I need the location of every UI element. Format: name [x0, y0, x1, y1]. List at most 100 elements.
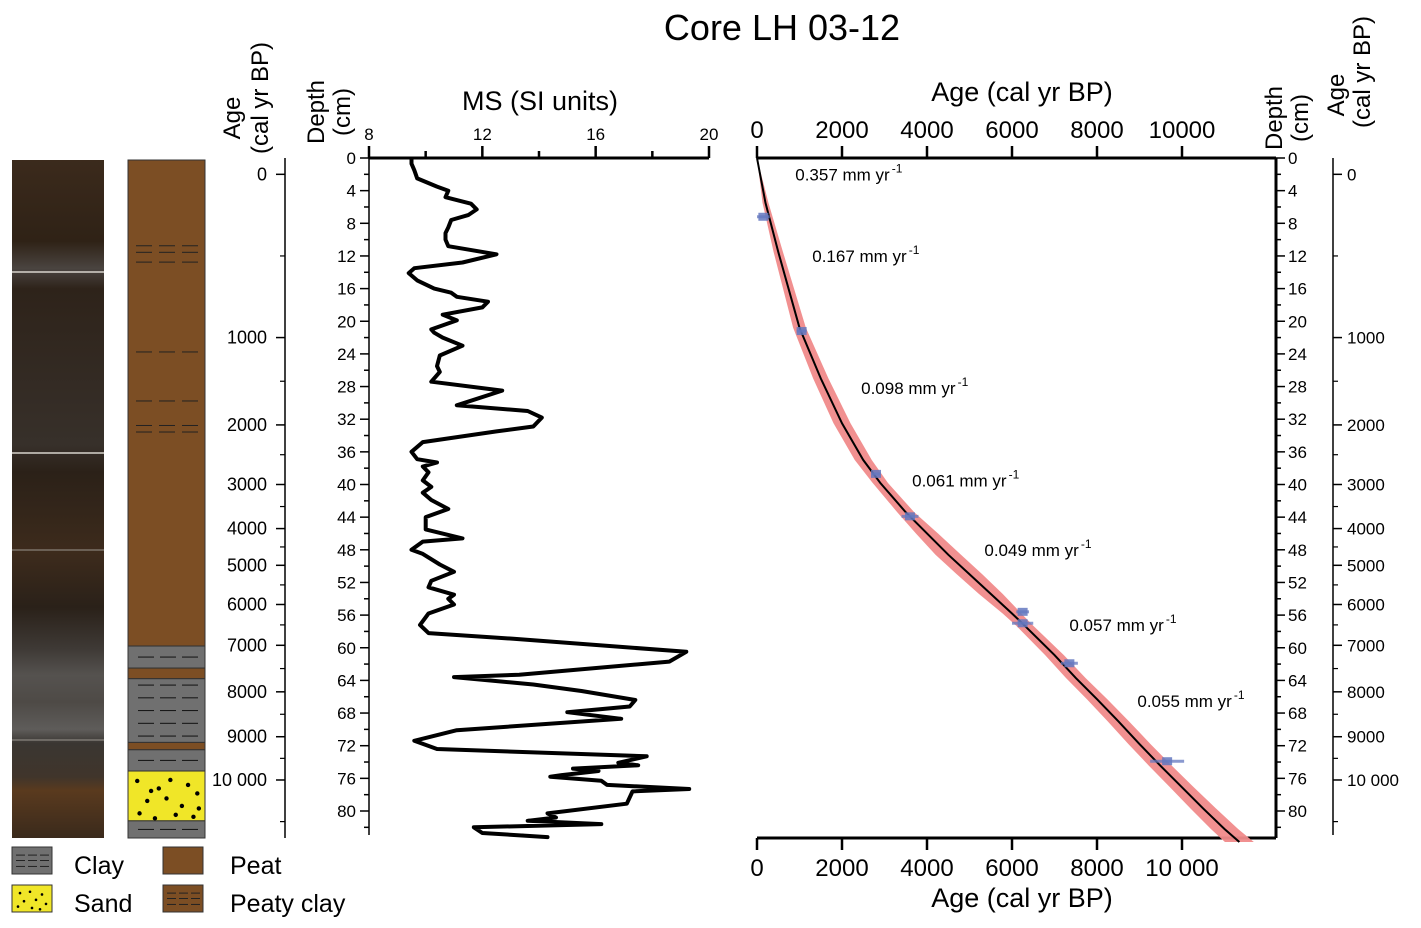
left-age-tick-label: 8000 [227, 682, 267, 702]
ms-depth-tick-label: 80 [337, 802, 356, 821]
age-bottom-tick-label: 6000 [985, 855, 1038, 882]
right-depth-tick-label: 36 [1288, 443, 1307, 462]
ms-depth-axis-label-line1: Depth [303, 80, 330, 144]
lithology-unit-peat [127, 741, 206, 751]
left-age-axis-label-line2: (cal yr BP) [247, 42, 274, 154]
legend-swatch-dot [22, 899, 26, 903]
legend-item-clay: Clay [11, 846, 125, 880]
radiocarbon-date [901, 512, 919, 521]
left-age-tick-label: 1000 [227, 328, 267, 348]
figure-title: Core LH 03-12 [664, 7, 900, 48]
date-marker [1064, 659, 1075, 668]
sand-dot [152, 816, 158, 821]
age-top-tick-label: 0 [750, 117, 763, 144]
ms-depth-tick-label: 72 [337, 737, 356, 756]
date-marker [905, 512, 915, 521]
radiocarbon-date [796, 327, 807, 336]
age-bottom-tick-label: 0 [750, 855, 763, 882]
right-depth-tick-label: 52 [1288, 573, 1307, 592]
legend-swatch [162, 846, 204, 875]
ms-depth-tick-label: 16 [337, 280, 356, 299]
right-depth-tick-label: 64 [1288, 671, 1307, 690]
legend-item-peat: Peat [162, 846, 281, 880]
ms-depth-axis-label-line2: (cm) [329, 88, 356, 136]
legend-item-peaty-clay: Peaty clay [162, 884, 346, 918]
age-top-tick-label: 10000 [1149, 117, 1216, 144]
ms-depth-tick-label: 40 [337, 476, 356, 495]
age-top-tick-label: 8000 [1070, 117, 1123, 144]
left-age-tick-label: 7000 [227, 635, 267, 655]
ms-x-tick-label: 16 [586, 125, 605, 144]
ms-depth-tick-label: 12 [337, 247, 356, 266]
right-depth-tick-label: 76 [1288, 769, 1307, 788]
ms-axis-title: MS (SI units) [462, 86, 618, 116]
ms-depth-tick-label: 8 [347, 214, 356, 233]
right-age-tick-label: 10 000 [1347, 771, 1399, 790]
ms-depth-tick-label: 52 [337, 573, 356, 592]
right-depth-tick-label: 56 [1288, 606, 1307, 625]
ms-depth-tick-label: 4 [347, 182, 356, 201]
radiocarbon-date [757, 212, 770, 221]
sand-dot [145, 798, 150, 804]
sand-dot [179, 803, 185, 809]
sand-dot [164, 796, 169, 801]
sedimentation-rate-label: 0.167 mm yr -1 [812, 243, 919, 266]
right-depth-tick-label: 20 [1288, 312, 1307, 331]
right-depth-tick-label: 12 [1288, 247, 1307, 266]
legend-label: Clay [74, 852, 125, 880]
ms-depth-tick-label: 44 [337, 508, 356, 527]
date-marker [1017, 607, 1028, 616]
date-marker [871, 469, 881, 478]
sand-dot [195, 791, 200, 796]
core-photo-image [12, 160, 104, 838]
age-top-tick-label: 6000 [985, 117, 1038, 144]
age-depth-plot: 0 0 2000 2000 4000 4000 6000 6000 8000 8000 10000 1… [750, 117, 1307, 882]
right-depth-axis-label-line2: (cm) [1287, 94, 1314, 142]
sand-dot [196, 806, 202, 811]
left-age-tick-label: 5000 [227, 555, 267, 575]
sand-dot [173, 812, 178, 818]
sedimentation-rate-label: 0.049 mm yr -1 [984, 537, 1091, 560]
legend-swatch-dot [34, 898, 38, 902]
legend-swatch-dot [30, 906, 34, 910]
legend-swatch-dot [28, 890, 32, 894]
right-age-axis-label-line1: Age [1323, 74, 1350, 117]
right-depth-tick-label: 0 [1288, 149, 1297, 168]
left-age-tick-label: 4000 [227, 519, 267, 539]
right-depth-tick-label: 8 [1288, 214, 1297, 233]
date-marker [758, 212, 769, 221]
right-age-axis: 0 1000 2000 3000 4000 5000 6000 7000 8000 9000 10 … [1332, 158, 1399, 835]
ms-depth-tick-label: 68 [337, 704, 356, 723]
ms-depth-tick-label: 76 [337, 769, 356, 788]
ms-depth-tick-label: 0 [347, 149, 356, 168]
left-age-tick-label: 10 000 [212, 770, 267, 790]
right-age-tick-label: 5000 [1347, 556, 1385, 575]
right-depth-tick-label: 24 [1288, 345, 1307, 364]
age-top-tick-label: 2000 [815, 117, 868, 144]
sedimentation-rate-label: 0.061 mm yr -1 [912, 467, 1019, 490]
ms-depth-tick-label: 24 [337, 345, 356, 364]
legend-label: Peat [230, 852, 281, 880]
ms-depth-tick-label: 20 [337, 312, 356, 331]
sand-dot [191, 814, 196, 820]
radiocarbon-date [1060, 659, 1078, 668]
legend-swatch-dot [40, 893, 44, 896]
right-depth-tick-label: 28 [1288, 378, 1307, 397]
legend-label: Sand [74, 890, 132, 918]
right-depth-tick-label: 32 [1288, 410, 1307, 429]
sand-dot [135, 778, 140, 784]
right-age-tick-label: 0 [1347, 165, 1356, 184]
legend-swatch-dot [38, 908, 42, 911]
right-age-tick-label: 3000 [1347, 476, 1385, 495]
right-depth-tick-label: 72 [1288, 737, 1307, 756]
sand-dot [156, 786, 161, 791]
legend-swatch-dot [18, 891, 22, 895]
date-marker [1162, 757, 1173, 766]
date-marker [1017, 619, 1028, 628]
right-depth-tick-label: 68 [1288, 704, 1307, 723]
right-age-tick-label: 6000 [1347, 595, 1385, 614]
age-bottom-tick-label: 4000 [900, 855, 953, 882]
right-age-tick-label: 9000 [1347, 728, 1385, 747]
radiocarbon-date [1012, 619, 1034, 628]
